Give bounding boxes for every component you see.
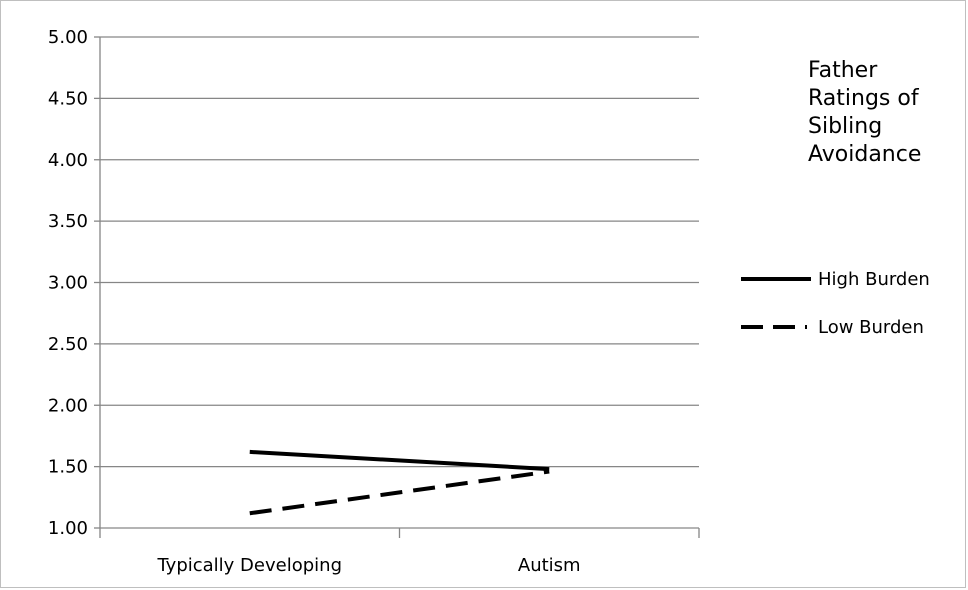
y-tick-label: 3.00	[48, 273, 88, 294]
y-tick-label: 1.50	[48, 457, 88, 478]
y-tick-label: 3.50	[48, 211, 88, 232]
chart-title-line: Father	[808, 58, 878, 83]
series-line-high-burden	[249, 449, 550, 472]
y-tick-label: 2.00	[48, 395, 88, 416]
y-tick-labels: 1.00 1.50 2.00 2.50 3.00 3.50 4.00 4.50 5.00	[48, 27, 88, 539]
chart-title: Father Ratings of Sibling Avoidance	[808, 58, 921, 167]
chart-title-line: Ratings of	[808, 86, 920, 111]
y-tick-label: 4.00	[48, 150, 88, 171]
chart-title-line: Avoidance	[808, 142, 921, 167]
series-lines	[249, 449, 550, 516]
x-tick-label: Autism	[518, 555, 581, 576]
series-line-low-burden	[249, 469, 550, 516]
y-tick-label: 1.00	[48, 518, 88, 539]
legend: High Burden Low Burden	[741, 269, 930, 338]
axes	[94, 36, 700, 538]
x-tick-label: Typically Developing	[156, 555, 342, 576]
chart-title-line: Sibling	[808, 114, 882, 139]
gridlines	[100, 36, 699, 468]
legend-label: High Burden	[818, 269, 930, 290]
y-tick-label: 4.50	[48, 88, 88, 109]
y-tick-label: 2.50	[48, 334, 88, 355]
y-tick-label: 5.00	[48, 27, 88, 48]
x-tick-labels: Typically Developing Autism	[156, 555, 580, 576]
legend-label: Low Burden	[818, 317, 924, 338]
